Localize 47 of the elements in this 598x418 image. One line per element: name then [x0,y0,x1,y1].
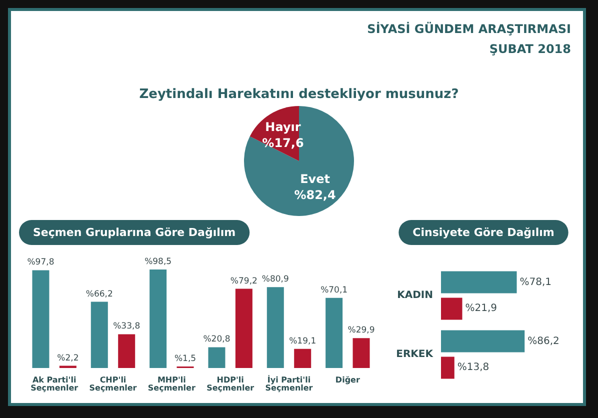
data-label: %21,9 [465,303,498,314]
slice-label: Hayır [265,120,301,134]
bar [90,302,108,368]
x-tick-label: Diğer [335,376,360,384]
bar [118,334,136,368]
data-label: %33,8 [113,322,140,332]
data-label: %17,6 [262,136,304,150]
data-label: %79,2 [230,276,258,286]
data-label: %82,4 [294,188,336,202]
bar [32,270,50,368]
chart-title: Cinsiyete Göre Dağılım [412,226,554,239]
x-tick-label: CHP'li Seçmenler [89,376,137,392]
data-label: %2,2 [57,353,79,364]
data-label: %97,8 [27,258,54,268]
data-label: %20,8 [203,334,230,345]
data-label: %78,1 [520,276,552,288]
bar [326,298,343,368]
x-tick-label: İyi Parti'li Seçmenler [265,374,313,392]
y-tick-label: ERKEK [396,349,434,360]
x-tick-label: Ak Parti'li Seçmenler [30,376,78,392]
bar [441,330,525,352]
y-tick-label: KADIN [397,290,433,301]
text: ŞUBAT 2018 [489,42,572,56]
chart-title: Zeytindalı Harekatını destekliyor musunuz? [139,87,459,102]
bar [441,271,517,294]
data-label: %19,1 [289,336,316,346]
data-label: %1,5 [174,354,196,364]
chart-title: Seçmen Gruplarına Göre Dağılım [33,226,236,239]
data-label: %29,9 [348,326,375,336]
data-label: %80,9 [262,274,289,285]
slice-label: Evet [300,172,330,186]
bar [441,298,462,320]
text: SİYASİ GÜNDEM ARAŞTIRMASI [367,21,572,36]
data-label: %98,5 [144,257,172,267]
bar [235,288,252,368]
x-tick-label: MHP'li Seçmenler [148,376,196,392]
data-label: %70,1 [320,285,348,296]
bar [150,270,167,368]
data-label: %86,2 [528,336,560,347]
data-label: %66,2 [86,289,113,300]
bar [208,347,226,368]
bar [294,348,312,368]
x-tick-label: HDP'li Seçmenler [206,376,254,392]
bar [266,287,284,368]
bar [352,338,370,368]
data-label: %13,8 [457,362,490,374]
bar [441,356,454,379]
